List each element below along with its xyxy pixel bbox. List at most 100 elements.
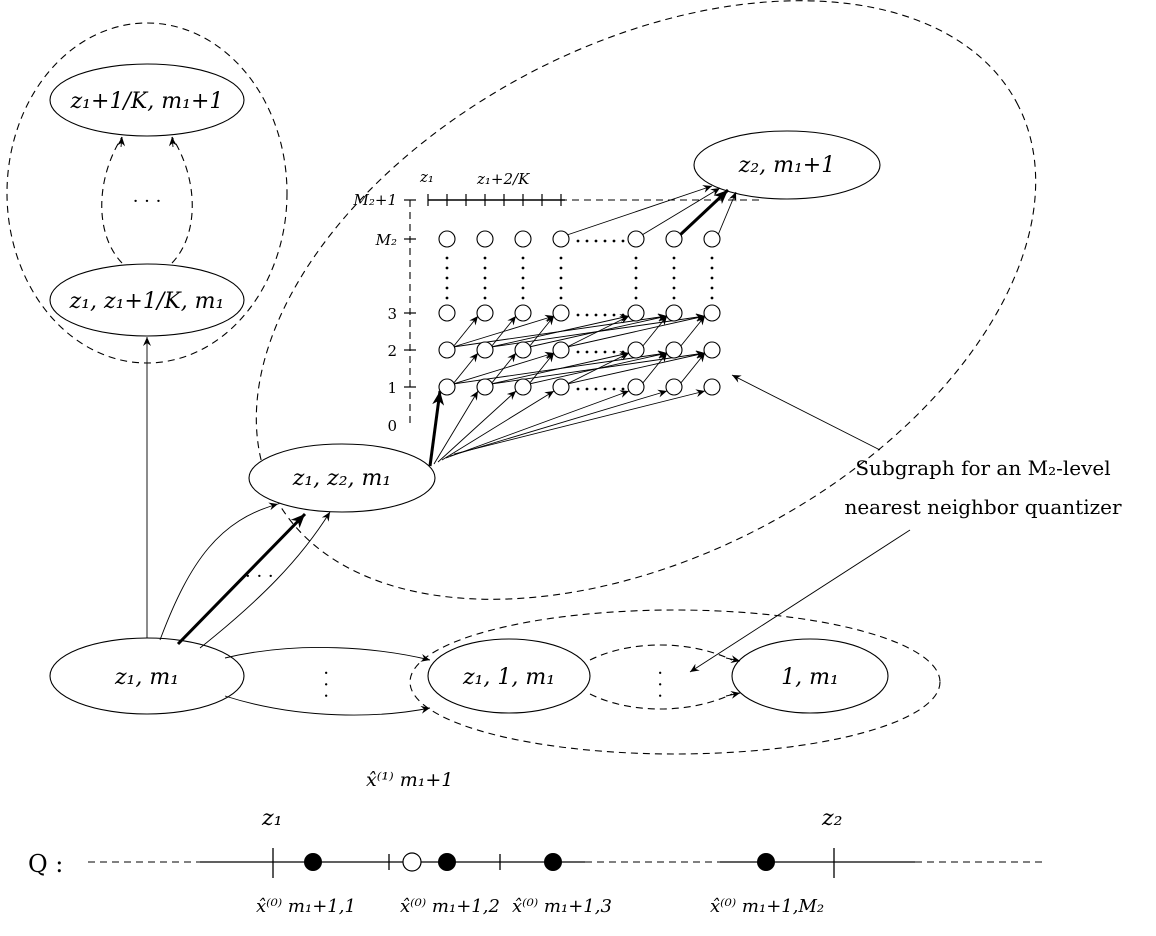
subgraph-node bbox=[627, 230, 645, 248]
node-z1K-m1p1: z₁+1/K, m₁+1 bbox=[49, 63, 245, 137]
edge-to-row1 bbox=[445, 390, 630, 459]
dot bbox=[585, 313, 589, 317]
dot bbox=[559, 256, 563, 260]
node-z1-z2-m1-label: z₁, z₂, m₁ bbox=[292, 466, 391, 491]
y-label-M2p1: M₂+1 bbox=[353, 191, 397, 209]
x-label-z1-2K: z₁+2/K bbox=[476, 170, 530, 188]
subgraph-node bbox=[627, 304, 645, 322]
subgraph-edge bbox=[452, 352, 479, 385]
dot bbox=[483, 256, 487, 260]
subgraph-node bbox=[627, 341, 645, 359]
quantizer-xhat01: x̂⁽⁰⁾ m₁+1,1 bbox=[256, 896, 356, 917]
y-label-M2: M₂ bbox=[375, 231, 397, 249]
dot bbox=[672, 276, 676, 280]
subgraph-node bbox=[438, 304, 456, 322]
node-z1-z2-m1: z₁, z₂, m₁ bbox=[248, 443, 436, 513]
subgraph-node bbox=[438, 341, 456, 359]
subgraph-node bbox=[665, 304, 683, 322]
dot bbox=[612, 313, 616, 317]
annotation-line-1: Subgraph for an M₂-level bbox=[855, 456, 1110, 480]
dot bbox=[483, 286, 487, 290]
dot bbox=[594, 350, 598, 354]
dot bbox=[521, 256, 525, 260]
dot bbox=[576, 387, 580, 391]
dot bbox=[634, 266, 638, 270]
edge-to-row1 bbox=[453, 389, 706, 455]
y-label-1: 1 bbox=[387, 379, 397, 397]
node-z2-m1p1: z₂, m₁+1 bbox=[693, 130, 881, 200]
dot bbox=[445, 266, 449, 270]
dot bbox=[594, 313, 598, 317]
subgraph-node bbox=[627, 378, 645, 396]
subgraph-node bbox=[665, 378, 683, 396]
quantizer-label: Q : bbox=[28, 850, 63, 878]
subgraph-node bbox=[665, 230, 683, 248]
annotation-arrow-down bbox=[689, 529, 911, 673]
dot bbox=[585, 239, 589, 243]
edge-to-top bbox=[566, 185, 713, 236]
subgraph-node bbox=[476, 304, 494, 322]
subgraph-node bbox=[476, 341, 494, 359]
subgraph-node bbox=[552, 378, 570, 396]
node-z1-m1-label: z₁, m₁ bbox=[114, 665, 179, 690]
subgraph-edge bbox=[528, 352, 555, 385]
arc-bottom bbox=[589, 693, 733, 710]
subgraph-edge bbox=[641, 315, 668, 348]
subgraph-edge bbox=[566, 314, 706, 348]
node-z1-z1K-m1: z₁, z₁+1/K, m₁ bbox=[49, 263, 245, 337]
dot bbox=[445, 286, 449, 290]
group-subgraph bbox=[255, 0, 1037, 600]
subgraph-node bbox=[438, 230, 456, 248]
dot bbox=[634, 276, 638, 280]
dot bbox=[559, 266, 563, 270]
dot bbox=[521, 266, 525, 270]
subgraph-node bbox=[476, 230, 494, 248]
subgraph-edge bbox=[490, 315, 517, 348]
subgraph-edge bbox=[490, 352, 517, 385]
edge-to-top bbox=[678, 188, 730, 237]
node-z1-m1: z₁, m₁ bbox=[49, 637, 245, 715]
subgraph-node bbox=[665, 341, 683, 359]
dot bbox=[634, 256, 638, 260]
subgraph-edge bbox=[566, 352, 630, 385]
dot bbox=[445, 296, 449, 300]
dot bbox=[585, 387, 589, 391]
y-label-2: 2 bbox=[387, 342, 397, 360]
dot bbox=[445, 256, 449, 260]
subgraph-node bbox=[703, 378, 721, 396]
dot bbox=[621, 387, 625, 391]
dot bbox=[483, 296, 487, 300]
edge-bold bbox=[176, 512, 307, 646]
subgraph-node bbox=[703, 230, 721, 248]
edge-to-row1 bbox=[437, 390, 517, 463]
dot bbox=[603, 239, 607, 243]
dot bbox=[594, 387, 598, 391]
node-z1-z1K-m1-label: z₁, z₁+1/K, m₁ bbox=[69, 289, 225, 314]
subgraph-edge bbox=[452, 315, 479, 348]
edge-to-row1 bbox=[428, 390, 445, 467]
dot bbox=[612, 239, 616, 243]
annotation-arrow-up bbox=[731, 374, 881, 451]
dot bbox=[576, 350, 580, 354]
ellipsis-mid: · · · bbox=[245, 566, 274, 587]
edge-curve-b bbox=[199, 511, 331, 649]
quantizer-xhat1: x̂⁽¹⁾ m₁+1 bbox=[366, 769, 453, 791]
quantizer-xhat03: x̂⁽⁰⁾ m₁+1,3 bbox=[512, 896, 612, 917]
subgraph-node bbox=[552, 304, 570, 322]
edge-to-row1 bbox=[441, 390, 555, 461]
edge-to-row1 bbox=[449, 389, 668, 457]
subgraph-edge bbox=[679, 352, 706, 385]
dot bbox=[634, 296, 638, 300]
dot bbox=[672, 296, 676, 300]
dot bbox=[483, 276, 487, 280]
subgraph-node bbox=[514, 230, 532, 248]
edge-to-row1 bbox=[433, 390, 479, 465]
dot bbox=[594, 239, 598, 243]
node-z1-1-m1-label: z₁, 1, m₁ bbox=[462, 665, 555, 690]
node-z2-m1p1-label: z₂, m₁+1 bbox=[738, 153, 836, 178]
subgraph-node bbox=[514, 378, 532, 396]
subgraph-axes bbox=[404, 194, 760, 428]
subgraph-node bbox=[552, 230, 570, 248]
subgraph-edge bbox=[490, 314, 630, 348]
